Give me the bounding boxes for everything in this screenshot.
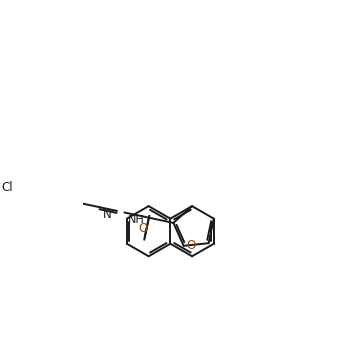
Text: N: N — [103, 208, 112, 221]
Text: O: O — [138, 222, 148, 235]
Text: Cl: Cl — [1, 181, 13, 194]
Text: O: O — [186, 239, 196, 252]
Text: NH: NH — [128, 215, 145, 225]
